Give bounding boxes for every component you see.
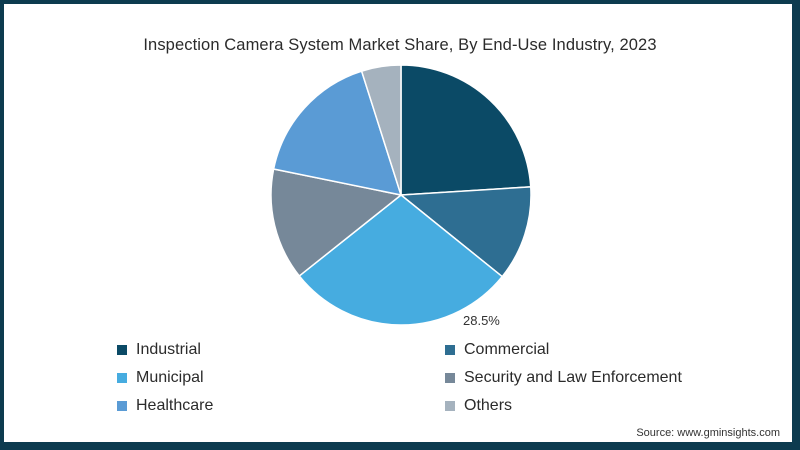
- legend-item-others[interactable]: Others: [445, 397, 512, 415]
- legend-item-healthcare[interactable]: Healthcare: [117, 397, 213, 415]
- legend-swatch: [445, 373, 455, 383]
- legend-swatch: [117, 345, 127, 355]
- source-note: Source: www.gminsights.com: [636, 427, 780, 439]
- pie-slice-commercial[interactable]: [399, 186, 532, 278]
- legend-label: Commercial: [464, 341, 550, 358]
- legend-item-municipal[interactable]: Municipal: [117, 369, 204, 387]
- pie-slice-municipal[interactable]: [298, 194, 504, 326]
- legend-label: Security and Law Enforcement: [464, 369, 682, 386]
- municipal-data-label: 28.5%: [463, 313, 500, 328]
- legend-swatch: [117, 373, 127, 383]
- legend-swatch: [445, 345, 455, 355]
- pie-slice-industrial[interactable]: [400, 64, 532, 196]
- pie-slice-others[interactable]: [360, 64, 402, 196]
- legend-label: Municipal: [136, 369, 204, 386]
- chart-title: Inspection Camera System Market Share, B…: [143, 36, 657, 54]
- legend-item-security[interactable]: Security and Law Enforcement: [445, 369, 682, 387]
- pie-slice-security[interactable]: [270, 168, 403, 278]
- legend-label: Others: [464, 397, 513, 414]
- legend-swatch: [117, 401, 127, 411]
- legend-label: Industrial: [136, 341, 201, 358]
- legend-item-commercial[interactable]: Commercial: [445, 341, 549, 359]
- pie-slices: [270, 64, 532, 326]
- legend-item-industrial[interactable]: Industrial: [117, 341, 201, 359]
- legend-label: Healthcare: [136, 397, 214, 414]
- legend-swatch: [445, 401, 455, 411]
- pie-slice-healthcare[interactable]: [272, 70, 403, 196]
